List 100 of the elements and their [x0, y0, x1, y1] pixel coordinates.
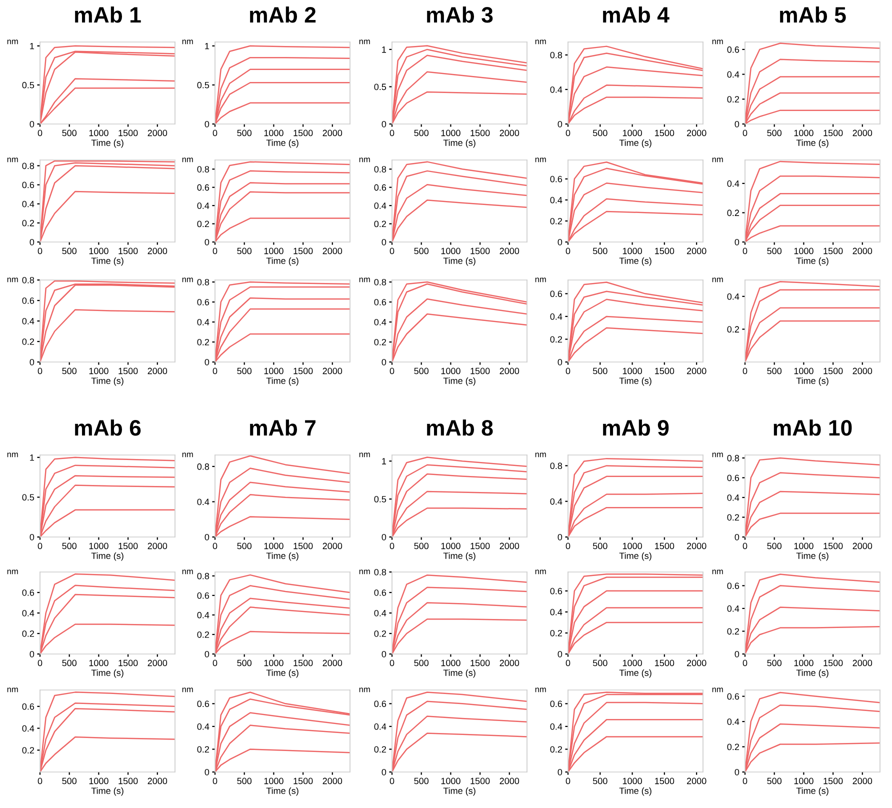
y-axis-title: nm: [535, 570, 546, 574]
y-axis-title: nm: [712, 158, 723, 162]
x-tick-label: 2000: [148, 778, 168, 784]
y-tick-label: 0.2: [550, 630, 562, 636]
y-axis-title: nm: [359, 40, 370, 44]
x-axis-title: Time (s): [619, 377, 652, 386]
x-tick-label: 1000: [622, 130, 642, 136]
x-tick-label: 0: [212, 130, 218, 136]
y-tick-label: 0.2: [727, 96, 739, 103]
y-tick-label: 0: [204, 534, 210, 540]
x-tick-label: 500: [592, 778, 608, 784]
x-tick-label: 2000: [148, 130, 168, 136]
x-tick-label: 1500: [824, 660, 843, 666]
x-tick-label: 1500: [824, 130, 843, 136]
x-tick-label: 1000: [89, 542, 108, 550]
y-tick-label: 0.6: [22, 182, 34, 188]
y-tick-label: 0.2: [374, 746, 386, 753]
x-tick-label: 2000: [852, 542, 872, 550]
y-tick-label: 0.6: [550, 700, 562, 708]
y-tick-label: 0.2: [197, 631, 209, 638]
x-tick-label: 1000: [622, 778, 642, 784]
x-tick-label: 0: [212, 778, 218, 784]
y-axis-title: nm: [359, 158, 370, 162]
y-tick-label: 0.8: [550, 52, 562, 58]
y-tick-label: 0.2: [727, 514, 739, 521]
y-tick-label: 0.4: [727, 718, 740, 725]
y-tick-label: 0.4: [374, 723, 386, 730]
x-tick-label: 500: [592, 542, 608, 550]
y-tick-label: 0: [204, 120, 210, 128]
y-tick-label: 0: [558, 358, 562, 366]
y-tick-label: 0.4: [550, 86, 562, 93]
y-tick-label: 0: [204, 358, 210, 366]
y-tick-label: 0: [382, 238, 386, 246]
x-tick-label: 0: [566, 660, 570, 666]
x-tick-label: 2000: [686, 130, 706, 136]
y-axis-title: nm: [7, 40, 18, 44]
x-tick-label: 500: [62, 778, 77, 784]
y-tick-label: 0.6: [727, 693, 740, 700]
x-tick-label: 0: [390, 542, 394, 550]
y-tick-label: 0.4: [197, 612, 210, 618]
x-tick-label: 0: [38, 542, 42, 550]
x-tick-label: 500: [62, 248, 77, 254]
x-tick-label: 1500: [470, 368, 490, 374]
y-tick-label: 0.4: [22, 725, 34, 732]
x-axis-title: Time (s): [443, 552, 476, 561]
x-tick-label: 0: [742, 248, 748, 254]
x-axis-title: Time (s): [796, 669, 828, 678]
x-axis-title: Time (s): [619, 257, 652, 266]
y-tick-label: 0: [30, 358, 34, 366]
x-axis-title: Time (s): [619, 787, 652, 796]
y-axis-title: nm: [712, 688, 723, 692]
chart-title: mAb 4: [603, 6, 670, 23]
y-tick-label: 0: [204, 650, 210, 658]
x-tick-label: 500: [62, 130, 77, 136]
x-tick-label: 2000: [322, 660, 342, 666]
y-tick-label: 0: [382, 120, 386, 128]
x-tick-label: 0: [742, 778, 748, 784]
y-tick-label: 0.5: [197, 82, 210, 88]
y-axis-title: nm: [7, 158, 18, 162]
y-axis-title: nm: [182, 688, 193, 692]
x-tick-label: 1500: [294, 368, 313, 374]
x-axis-title: Time (s): [443, 377, 476, 386]
x-tick-label: 500: [237, 660, 252, 666]
y-tick-label: 0.4: [197, 723, 210, 730]
y-tick-label: 0.8: [374, 278, 386, 286]
y-tick-label: 0.5: [374, 84, 386, 90]
y-tick-label: 0.2: [727, 744, 739, 750]
y-tick-label: 0.4: [550, 608, 562, 616]
x-tick-label: 500: [592, 130, 608, 136]
y-axis-title: nm: [359, 570, 370, 574]
x-tick-label: 500: [592, 248, 608, 254]
y-tick-label: 0.6: [197, 184, 210, 191]
y-tick-label: 0: [558, 650, 562, 658]
chart-title: mAb 8: [427, 419, 493, 436]
x-tick-label: 1000: [89, 778, 108, 784]
y-tick-label: 0.6: [22, 589, 34, 596]
y-tick-label: 0.8: [374, 568, 386, 576]
y-tick-label: 0.6: [197, 592, 210, 599]
y-tick-label: 0: [734, 534, 740, 540]
y-tick-label: 0: [734, 768, 740, 776]
y-axis-title: nm: [712, 278, 723, 282]
x-tick-label: 500: [592, 660, 608, 666]
x-tick-label: 500: [62, 368, 77, 374]
chart-title: mAb 7: [250, 419, 316, 436]
y-axis-title: nm: [359, 452, 370, 458]
x-tick-label: 2000: [686, 778, 706, 784]
x-tick-label: 500: [767, 542, 782, 550]
y-tick-label: 0: [558, 534, 562, 540]
y-tick-label: 0.4: [374, 318, 386, 326]
y-axis-title: nm: [535, 158, 546, 162]
y-tick-label: 0.2: [550, 336, 562, 343]
x-tick-label: 500: [237, 542, 252, 550]
x-tick-label: 1500: [655, 130, 674, 136]
x-tick-label: 500: [414, 542, 429, 550]
x-tick-label: 1000: [441, 248, 460, 254]
x-tick-label: 2000: [500, 542, 520, 550]
x-tick-label: 0: [38, 248, 42, 254]
y-tick-label: 0.8: [197, 278, 210, 286]
x-tick-label: 2000: [500, 248, 520, 254]
x-tick-label: 500: [414, 660, 429, 666]
